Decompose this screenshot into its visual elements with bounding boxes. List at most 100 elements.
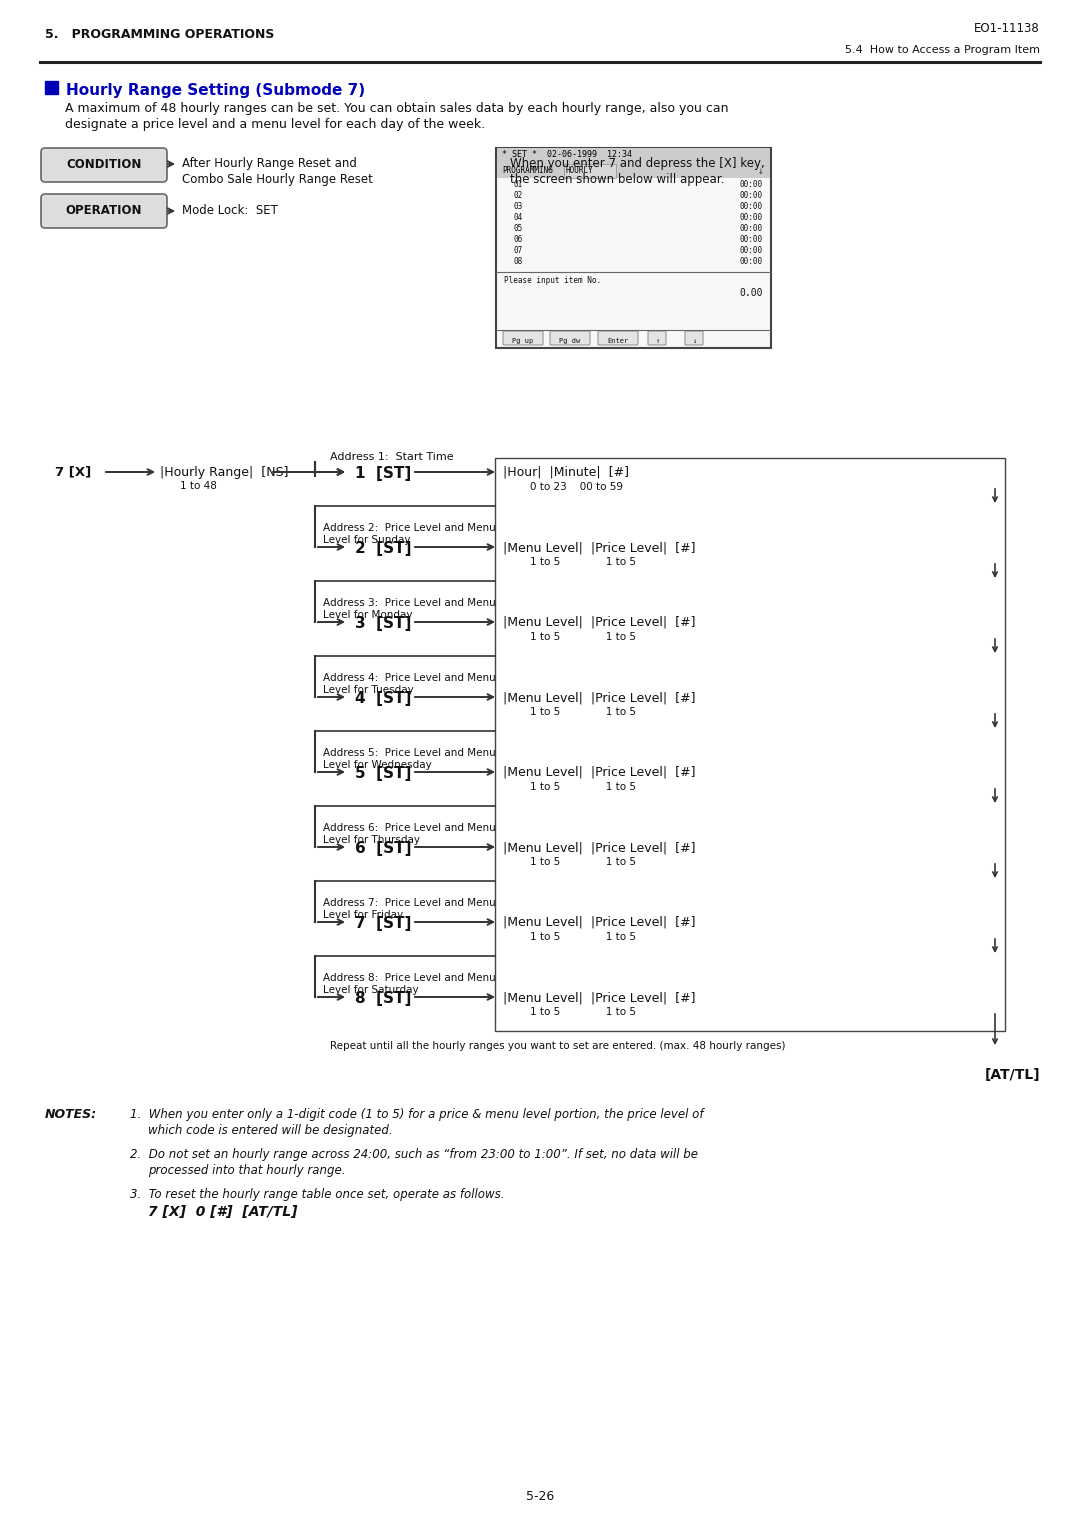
Text: Combo Sale Hourly Range Reset: Combo Sale Hourly Range Reset [183, 172, 373, 186]
FancyBboxPatch shape [598, 331, 638, 345]
Text: Address 8:  Price Level and Menu: Address 8: Price Level and Menu [323, 973, 496, 984]
FancyBboxPatch shape [41, 194, 167, 229]
Text: Address 3:  Price Level and Menu: Address 3: Price Level and Menu [323, 598, 496, 608]
Bar [497, 148, 770, 165]
Text: 01: 01 [514, 180, 523, 189]
Text: 1 to 48: 1 to 48 [180, 480, 217, 491]
Text: 1 to 5              1 to 5: 1 to 5 1 to 5 [530, 631, 636, 642]
Bar [496, 148, 771, 348]
Text: 05: 05 [514, 224, 523, 233]
Text: A maximum of 48 hourly ranges can be set. You can obtain sales data by each hour: A maximum of 48 hourly ranges can be set… [65, 102, 729, 114]
Text: PROGRAMMING: PROGRAMMING [502, 166, 553, 175]
FancyBboxPatch shape [685, 331, 703, 345]
Text: which code is entered will be designated.: which code is entered will be designated… [148, 1124, 393, 1138]
Text: 1 to 5              1 to 5: 1 to 5 1 to 5 [530, 557, 636, 567]
Text: Address 5:  Price Level and Menu: Address 5: Price Level and Menu [323, 747, 496, 758]
Text: 00:00: 00:00 [740, 258, 762, 265]
Text: |Menu Level|  |Price Level|  [#]: |Menu Level| |Price Level| [#] [503, 991, 696, 1003]
Text: |Menu Level|  |Price Level|  [#]: |Menu Level| |Price Level| [#] [503, 616, 696, 628]
Text: 07: 07 [514, 246, 523, 255]
Text: 00:00: 00:00 [740, 191, 762, 200]
Text: Enter: Enter [607, 339, 629, 345]
Text: |Hourly Range|  [NS]: |Hourly Range| [NS] [160, 467, 288, 479]
Text: * SET *  02-06-1999  12:34: * SET * 02-06-1999 12:34 [502, 149, 632, 159]
Text: Pg dw: Pg dw [559, 339, 581, 345]
Text: |Menu Level|  |Price Level|  [#]: |Menu Level| |Price Level| [#] [503, 541, 696, 554]
Text: 0 to 23    00 to 59: 0 to 23 00 to 59 [530, 482, 623, 493]
Text: 1.  When you enter only a 1-digit code (1 to 5) for a price & menu level portion: 1. When you enter only a 1-digit code (1… [130, 1109, 703, 1121]
Text: Level for Monday: Level for Monday [323, 610, 413, 621]
Bar [495, 458, 1005, 1031]
Text: 4  [ST]: 4 [ST] [355, 691, 411, 706]
Text: 5  [ST]: 5 [ST] [355, 766, 411, 781]
Text: Level for Saturday: Level for Saturday [323, 985, 419, 994]
Text: Pg up: Pg up [512, 339, 534, 345]
Text: 5.4  How to Access a Program Item: 5.4 How to Access a Program Item [845, 46, 1040, 55]
Text: 3  [ST]: 3 [ST] [355, 616, 411, 631]
Text: 2  [ST]: 2 [ST] [355, 541, 411, 557]
Text: 00:00: 00:00 [740, 214, 762, 223]
Text: ↓: ↓ [758, 166, 764, 175]
Text: |Hour|  |Minute|  [#]: |Hour| |Minute| [#] [503, 467, 629, 479]
Text: |Menu Level|  |Price Level|  [#]: |Menu Level| |Price Level| [#] [503, 840, 696, 854]
Text: 00:00: 00:00 [740, 224, 762, 233]
Text: 0.00: 0.00 [740, 288, 762, 297]
Text: OPERATION: OPERATION [66, 203, 143, 217]
Text: Hourly Range Setting (Submode 7): Hourly Range Setting (Submode 7) [66, 82, 365, 98]
Text: 00:00: 00:00 [740, 180, 762, 189]
Text: 08: 08 [514, 258, 523, 265]
Text: 1 to 5              1 to 5: 1 to 5 1 to 5 [530, 782, 636, 791]
Text: 7 [X]: 7 [X] [55, 465, 91, 479]
Text: 2.  Do not set an hourly range across 24:00, such as “from 23:00 to 1:00”. If se: 2. Do not set an hourly range across 24:… [130, 1148, 698, 1161]
Text: ↓: ↓ [692, 339, 697, 345]
Text: 02: 02 [514, 191, 523, 200]
Text: Level for Sunday: Level for Sunday [323, 535, 410, 544]
Text: 1 to 5              1 to 5: 1 to 5 1 to 5 [530, 857, 636, 868]
Text: 3.  To reset the hourly range table once set, operate as follows.: 3. To reset the hourly range table once … [130, 1188, 504, 1202]
Text: Address 2:  Price Level and Menu: Address 2: Price Level and Menu [323, 523, 496, 534]
Text: After Hourly Range Reset and: After Hourly Range Reset and [183, 157, 356, 169]
Text: Address 1:  Start Time: Address 1: Start Time [330, 451, 454, 462]
Bar [564, 165, 616, 178]
Text: 03: 03 [514, 201, 523, 210]
Text: Level for Tuesday: Level for Tuesday [323, 685, 414, 695]
Text: Please input item No.: Please input item No. [504, 276, 602, 285]
Text: |Menu Level|  |Price Level|  [#]: |Menu Level| |Price Level| [#] [503, 691, 696, 705]
Text: processed into that hourly range.: processed into that hourly range. [148, 1164, 346, 1177]
Text: 5.   PROGRAMMING OPERATIONS: 5. PROGRAMMING OPERATIONS [45, 29, 274, 41]
FancyBboxPatch shape [550, 331, 590, 345]
Text: Mode Lock:  SET: Mode Lock: SET [183, 204, 278, 217]
Text: HOURLY: HOURLY [566, 166, 594, 175]
Text: Level for Friday: Level for Friday [323, 910, 403, 920]
Text: Repeat until all the hourly ranges you want to set are entered. (max. 48 hourly : Repeat until all the hourly ranges you w… [330, 1042, 785, 1051]
Text: 8  [ST]: 8 [ST] [355, 991, 411, 1006]
Text: [AT/TL]: [AT/TL] [984, 1068, 1040, 1083]
Text: 00:00: 00:00 [740, 201, 762, 210]
Text: Level for Wednesday: Level for Wednesday [323, 759, 432, 770]
FancyBboxPatch shape [503, 331, 543, 345]
Bar [497, 165, 770, 178]
Text: 00:00: 00:00 [740, 235, 762, 244]
Text: 5-26: 5-26 [526, 1490, 554, 1504]
Text: ↑: ↑ [654, 339, 659, 345]
Text: NOTES:: NOTES: [45, 1109, 97, 1121]
Text: 1 to 5              1 to 5: 1 to 5 1 to 5 [530, 932, 636, 942]
Text: EO1-11138: EO1-11138 [974, 21, 1040, 35]
Text: When you enter 7 and depress the [X] key,: When you enter 7 and depress the [X] key… [510, 157, 765, 169]
Text: Address 6:  Price Level and Menu: Address 6: Price Level and Menu [323, 824, 496, 833]
FancyBboxPatch shape [41, 148, 167, 181]
Text: 1  [ST]: 1 [ST] [355, 467, 411, 480]
Text: 06: 06 [514, 235, 523, 244]
Text: CONDITION: CONDITION [66, 157, 141, 171]
Text: 1 to 5              1 to 5: 1 to 5 1 to 5 [530, 1006, 636, 1017]
Text: Address 7:  Price Level and Menu: Address 7: Price Level and Menu [323, 898, 496, 907]
Text: designate a price level and a menu level for each day of the week.: designate a price level and a menu level… [65, 117, 485, 131]
Text: 1 to 5              1 to 5: 1 to 5 1 to 5 [530, 708, 636, 717]
Text: 6  [ST]: 6 [ST] [355, 840, 411, 856]
Text: 7 [X]  0 [#]  [AT/TL]: 7 [X] 0 [#] [AT/TL] [148, 1205, 297, 1218]
Bar [45, 81, 58, 95]
Text: |Menu Level|  |Price Level|  [#]: |Menu Level| |Price Level| [#] [503, 766, 696, 779]
Text: Level for Thursday: Level for Thursday [323, 836, 420, 845]
Text: |Menu Level|  |Price Level|  [#]: |Menu Level| |Price Level| [#] [503, 917, 696, 929]
Text: 04: 04 [514, 214, 523, 223]
